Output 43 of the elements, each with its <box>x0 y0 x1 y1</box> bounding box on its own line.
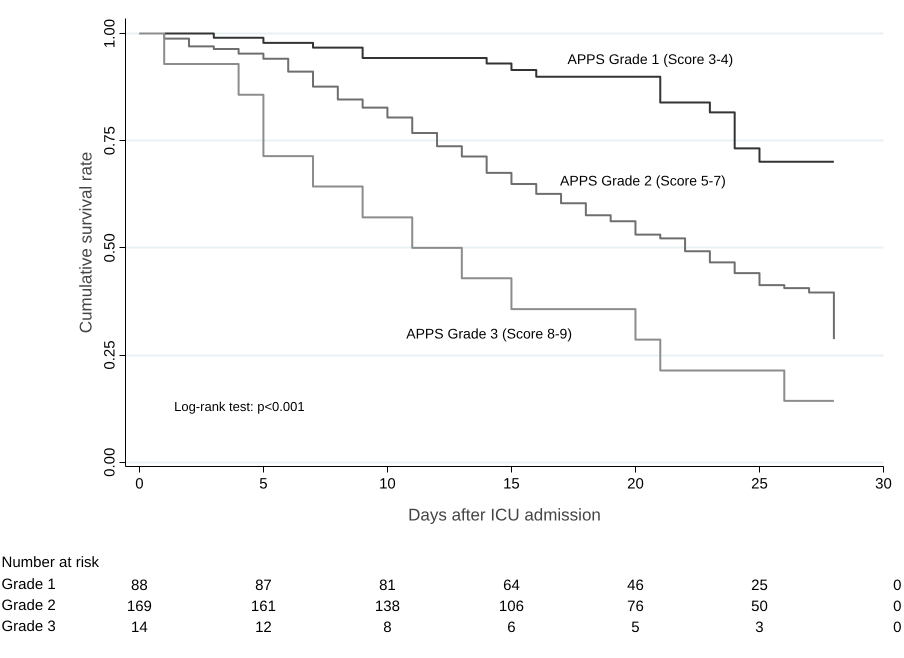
y-tick-label: 0.25 <box>102 340 118 370</box>
text: 14 <box>131 619 148 636</box>
annotation: Log-rank test: p<0.001 <box>174 398 305 414</box>
text: 0 <box>893 619 902 636</box>
text: 6 <box>507 619 516 636</box>
series-label: APPS Grade 1 (Score 3-4) <box>567 51 734 68</box>
text: Grade 1 <box>2 576 56 593</box>
x-tick-label: 10 <box>379 476 396 492</box>
x-tick-label: 25 <box>751 476 768 492</box>
text: 50 <box>751 598 768 615</box>
x-tick-label: 0 <box>135 476 144 492</box>
text: 76 <box>627 598 644 615</box>
text: 169 <box>126 598 152 615</box>
x-tick-label: 20 <box>627 476 644 492</box>
x-tick-label: 5 <box>259 476 268 492</box>
text: 106 <box>498 598 524 615</box>
text: Grade 3 <box>2 618 56 635</box>
y-tick-label: 0.75 <box>102 126 118 156</box>
x-tick-label: 30 <box>875 476 892 492</box>
text: 88 <box>131 577 148 594</box>
text: 12 <box>255 619 272 636</box>
text: 64 <box>503 577 520 594</box>
text: 25 <box>751 577 768 594</box>
text: Grade 2 <box>2 597 56 614</box>
text: 81 <box>379 577 396 594</box>
y-axis-title: Cumulative survival rate <box>76 152 96 334</box>
y-tick-label: 0.00 <box>102 448 118 477</box>
text: 138 <box>374 598 400 615</box>
y-tick-label: 0.50 <box>102 233 118 262</box>
x-tick-label: 15 <box>503 476 520 492</box>
series-label: APPS Grade 2 (Score 5-7) <box>560 172 726 189</box>
y-tick-label: 1.00 <box>102 18 118 48</box>
text: 0 <box>893 598 902 615</box>
text: 87 <box>255 577 272 594</box>
text: 161 <box>250 598 276 615</box>
x-axis-title: Days after ICU admission <box>408 506 601 524</box>
text: 0 <box>893 577 902 594</box>
text: 8 <box>383 619 392 636</box>
text: 3 <box>755 619 764 636</box>
text: 46 <box>627 577 644 594</box>
text: 5 <box>631 619 640 636</box>
series-label: APPS Grade 3 (Score 8-9) <box>406 326 572 342</box>
text: Number at risk <box>2 554 100 571</box>
